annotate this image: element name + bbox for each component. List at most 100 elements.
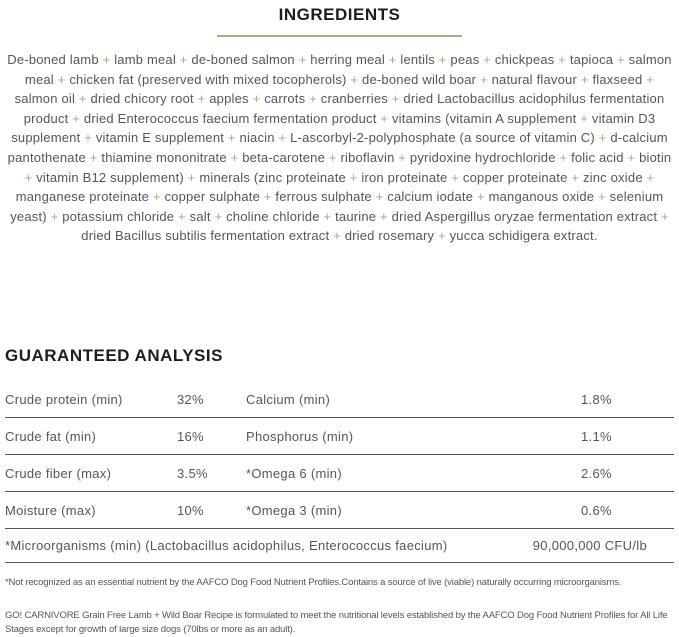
ingredient-item: manganous oxide [488, 189, 595, 205]
ingredient-item: copper sulphate [164, 189, 260, 205]
plus-separator: + [53, 71, 70, 87]
ingredient-item: dried Aspergillus oryzae fermentation ex… [391, 208, 658, 224]
ingredients-title: INGREDIENTS [278, 5, 401, 24]
plus-separator: + [594, 189, 610, 205]
ingredient-item: iron proteinate [361, 169, 448, 185]
plus-separator: + [576, 110, 592, 126]
ingredient-item: vitamin E supplement [95, 130, 225, 146]
plus-separator: + [435, 52, 451, 67]
plus-separator: + [657, 208, 669, 224]
plus-separator: + [434, 228, 450, 244]
plus-separator: + [305, 91, 321, 107]
plus-separator: + [85, 149, 102, 165]
plus-separator: + [642, 71, 655, 87]
plus-separator: + [329, 228, 345, 244]
analysis-label: Crude fat (min) [5, 428, 97, 444]
ingredient-item: potassium chloride [62, 208, 175, 224]
analysis-value: 3.5% [177, 465, 208, 481]
ingredients-section: INGREDIENTS De-boned lamb + lamb meal + … [0, 0, 679, 246]
analysis-value: 2.6% [581, 465, 612, 481]
analysis-value: 10% [177, 502, 204, 518]
ingredient-item: vitamin B12 supplement) [36, 169, 184, 185]
ingredient-item: zinc oxide [582, 169, 643, 185]
plus-separator: + [98, 52, 115, 67]
ingredient-item: herring meal [310, 52, 385, 67]
title-underline [217, 35, 462, 37]
analysis-value: 0.6% [581, 502, 612, 518]
ingredient-item: L-ascorbyl-2-polyphosphate (a source of … [290, 130, 595, 146]
ingredient-item: flaxseed [592, 71, 643, 87]
plus-separator: + [642, 169, 655, 185]
analysis-label: Calcium (min) [246, 391, 331, 407]
analysis-label: Crude fiber (max) [5, 465, 112, 481]
ingredient-item: dried Enterococcus faecium fermentation … [83, 110, 377, 126]
plus-separator: + [623, 149, 640, 165]
ingredient-item: peas [450, 52, 480, 67]
plus-separator: + [447, 169, 463, 185]
ingredient-item: beta-carotene [242, 149, 326, 165]
analysis-label: Phosphorus (min) [246, 428, 354, 444]
formulation-note: GO! CARNIVORE Grain Free Lamb + Wild Boa… [5, 610, 668, 635]
plus-separator: + [594, 130, 611, 146]
analysis-value: 32% [177, 391, 204, 407]
guaranteed-analysis-section: GUARANTEED ANALYSIS Crude protein (min) 3… [5, 346, 674, 637]
microorganisms-value: 90,000,000 CFU/lb [532, 538, 647, 553]
ingredient-item: carrots [264, 91, 306, 107]
plus-separator: + [613, 52, 629, 67]
ingredient-item: De-boned lamb [7, 52, 99, 67]
analysis-label: Crude protein (min) [5, 391, 123, 407]
microorganisms-row: *Microorganisms (min) (Lactobacillus aci… [5, 529, 674, 563]
ingredient-item: d-calcium pantothenate [7, 130, 668, 165]
plus-separator: + [294, 52, 311, 67]
ingredient-item: choline chloride [226, 208, 320, 224]
plus-separator: + [46, 208, 63, 224]
analysis-rows: Crude protein (min) 32% Calcium (min) 1.8% C… [5, 381, 674, 529]
ingredient-item: taurine [335, 208, 377, 224]
ingredient-item: salt [189, 208, 211, 224]
ingredient-item: apples [209, 91, 249, 107]
plus-separator: + [394, 149, 410, 165]
analysis-row: Crude fiber (max) 3.5% *Omega 6 (min) 2.6% [5, 455, 674, 492]
plus-separator: + [555, 149, 572, 165]
ingredient-item: pyridoxine hydrochloride [409, 149, 556, 165]
plus-separator: + [577, 71, 593, 87]
plus-separator: + [224, 130, 240, 146]
plus-separator: + [183, 169, 200, 185]
ingredient-item: de-boned salmon [191, 52, 295, 67]
plus-separator: + [376, 110, 392, 126]
ingredient-item: lamb meal [114, 52, 176, 67]
plus-separator: + [371, 189, 388, 205]
plus-separator: + [210, 208, 227, 224]
microorganisms-label: *Microorganisms (min) (Lactobacillus aci… [5, 538, 448, 553]
plus-separator: + [68, 110, 84, 126]
ingredient-item: riboflavin [340, 149, 395, 165]
ingredient-item: manganese proteinate [15, 189, 150, 205]
plus-separator: + [319, 208, 336, 224]
ingredient-item: thiamine mononitrate [101, 149, 227, 165]
ingredient-item: biotin [639, 149, 672, 165]
ingredient-item: dried Lactobacillus acidophilus fermenta… [23, 91, 665, 126]
plus-separator: + [479, 52, 495, 67]
ingredient-item: de-boned wild boar [362, 71, 477, 87]
ingredient-item: dried rosemary [344, 228, 435, 244]
ingredient-item: dried chicory root [90, 91, 194, 107]
ingredient-item: chickpeas [494, 52, 555, 67]
analysis-value: 1.1% [581, 428, 612, 444]
ingredient-item: niacin [239, 130, 275, 146]
plus-separator: + [260, 189, 276, 205]
analysis-label: *Omega 3 (min) [246, 502, 342, 518]
ingredient-item: natural flavour [491, 71, 578, 87]
plus-separator: + [376, 208, 392, 224]
ingredient-item: minerals (zinc proteinate [199, 169, 346, 185]
analysis-label: Moisture (max) [5, 502, 96, 518]
plus-separator: + [346, 71, 363, 87]
plus-separator: + [554, 52, 570, 67]
plus-separator: + [567, 169, 583, 185]
ingredient-item: salmon oil [14, 91, 76, 107]
analysis-table: Crude protein (min) 32% Calcium (min) 1.8% C… [5, 381, 674, 563]
ingredients-text: De-boned lamb + lamb meal + de-boned sal… [5, 50, 674, 246]
ingredient-item: copper proteinate [462, 169, 568, 185]
plus-separator: + [175, 52, 192, 67]
plus-separator: + [174, 208, 190, 224]
